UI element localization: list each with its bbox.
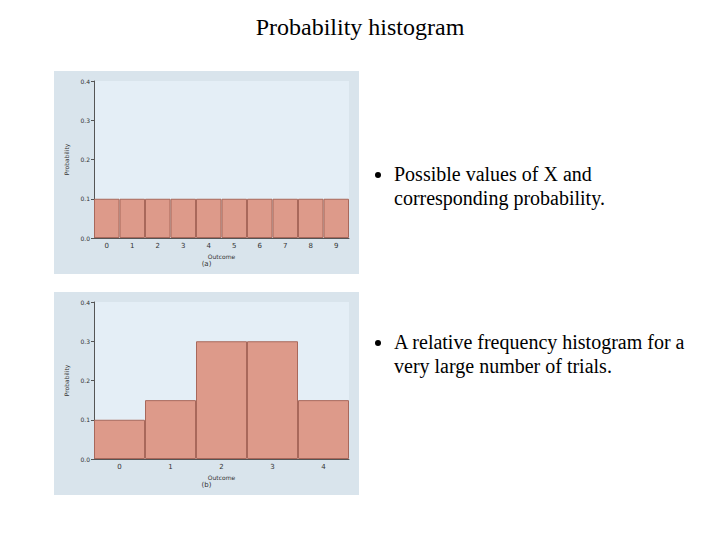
svg-text:1: 1 <box>168 463 172 471</box>
svg-text:5: 5 <box>232 242 236 250</box>
html-text:Probability histogram: Probability histogram <box>255 14 465 40</box>
svg-text:0.1: 0.1 <box>80 416 90 423</box>
svg-text:4: 4 <box>207 242 212 250</box>
svg-text:0.0: 0.0 <box>80 235 90 242</box>
svg-text:9: 9 <box>334 242 338 250</box>
svg-text:0.1: 0.1 <box>80 195 90 202</box>
svg-text:4: 4 <box>321 463 326 471</box>
svg-text:0.4: 0.4 <box>80 78 90 85</box>
svg-text:0.4: 0.4 <box>80 299 90 306</box>
svg-text:2: 2 <box>219 463 223 471</box>
svg-text:0.3: 0.3 <box>80 117 90 124</box>
svg-text:7: 7 <box>283 242 287 250</box>
svg-text:3: 3 <box>181 242 185 250</box>
html-text:Possible values of X and corre: Possible values of X and corresponding p… <box>394 163 605 209</box>
svg-text:(a): (a) <box>202 260 212 268</box>
svg-text:2: 2 <box>156 242 160 250</box>
html-text:A relative frequency histogram: A relative frequency histogram for a ver… <box>394 331 685 377</box>
svg-text:0: 0 <box>117 463 121 471</box>
svg-text:Probability: Probability <box>63 364 71 396</box>
svg-text:0.3: 0.3 <box>80 338 90 345</box>
svg-text:1: 1 <box>130 242 134 250</box>
svg-text:0: 0 <box>105 242 109 250</box>
svg-text:0.2: 0.2 <box>80 377 90 384</box>
svg-text:6: 6 <box>258 242 263 250</box>
svg-text:Outcome: Outcome <box>208 474 236 481</box>
svg-text:Probability: Probability <box>63 143 71 175</box>
svg-text:3: 3 <box>270 463 274 471</box>
svg-text:(b): (b) <box>202 481 212 489</box>
svg-text:0.2: 0.2 <box>80 156 90 163</box>
svg-text:8: 8 <box>309 242 313 250</box>
svg-text:0.0: 0.0 <box>80 456 90 463</box>
svg-text:Outcome: Outcome <box>208 253 236 260</box>
